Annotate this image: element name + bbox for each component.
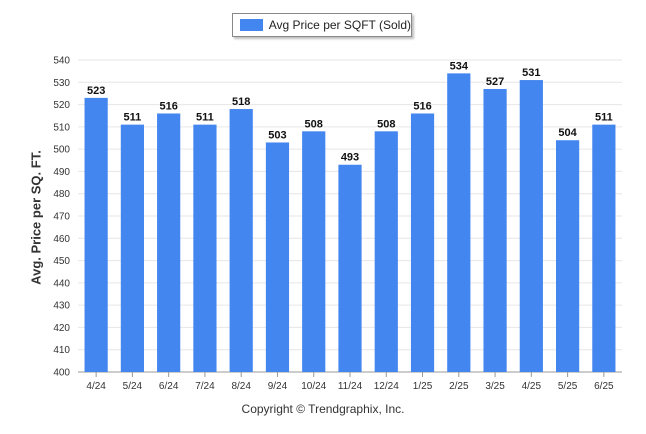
data-label: 511 [196, 112, 214, 124]
y-tick-label: 530 [53, 78, 70, 89]
data-label: 508 [305, 118, 323, 130]
y-tick-label: 460 [53, 234, 70, 245]
legend-label: Avg Price per SQFT (Sold) [268, 18, 411, 32]
bar [410, 113, 435, 372]
chart-legend: Avg Price per SQFT (Sold) [232, 13, 412, 37]
bar [555, 140, 580, 372]
bar [157, 113, 181, 372]
y-tick-label: 510 [53, 122, 70, 133]
bar [229, 109, 253, 373]
bar [338, 164, 362, 372]
bar [193, 124, 217, 372]
bar-chart: 400 410 420 430 440 450 460 470 480 490 500 510 520 5… [53, 56, 622, 392]
data-label: 527 [486, 76, 504, 88]
y-tick-label: 490 [53, 167, 70, 178]
y-tick-label: 540 [53, 56, 70, 67]
y-tick-label: 420 [53, 323, 70, 334]
data-label: 503 [268, 129, 286, 141]
data-label: 516 [159, 100, 177, 112]
bar [302, 131, 326, 372]
bar [483, 88, 507, 372]
data-label: 493 [341, 152, 359, 164]
data-label: 504 [558, 127, 577, 139]
x-tick-label: 12/24 [374, 381, 399, 392]
x-tick-label: 2/25 [449, 381, 469, 392]
x-tick-label: 5/25 [558, 381, 578, 392]
x-tick-label: 10/24 [301, 381, 326, 392]
bar [592, 124, 616, 372]
x-tick-label: 11/24 [338, 381, 363, 392]
data-label: 523 [87, 85, 105, 97]
bar [374, 131, 398, 372]
y-tick-label: 440 [53, 278, 70, 289]
y-tick-label: 450 [53, 256, 70, 267]
x-tick-label: 4/24 [86, 381, 106, 392]
x-tick-label: 3/25 [485, 381, 505, 392]
data-label: 516 [413, 100, 431, 112]
data-label: 508 [377, 118, 395, 130]
x-tick-label: 6/25 [594, 381, 614, 392]
bar [120, 124, 145, 372]
y-tick-label: 400 [53, 368, 70, 379]
x-tick-label: 9/24 [268, 381, 288, 392]
x-tick-label: 7/24 [195, 381, 215, 392]
y-tick-label: 500 [53, 145, 70, 156]
data-label: 531 [522, 67, 540, 79]
data-label: 511 [595, 112, 613, 124]
bar [265, 142, 290, 372]
y-tick-label: 430 [53, 301, 70, 312]
y-tick-label: 520 [53, 100, 70, 111]
y-tick-label: 480 [53, 189, 70, 200]
x-tick-label: 5/24 [123, 381, 143, 392]
y-tick-label: 470 [53, 212, 70, 223]
bar [447, 73, 471, 372]
y-tick-label: 410 [53, 345, 70, 356]
copyright-text: Copyright © Trendgraphix, Inc. [241, 402, 405, 416]
x-tick-label: 6/24 [159, 381, 179, 392]
x-tick-label: 4/25 [522, 381, 542, 392]
bar [84, 97, 108, 372]
x-tick-label: 1/25 [413, 381, 433, 392]
data-label: 534 [450, 60, 469, 72]
data-label: 511 [124, 112, 142, 124]
bar [519, 80, 543, 373]
x-tick-label: 8/24 [231, 381, 251, 392]
legend-swatch [240, 19, 263, 31]
data-label: 518 [232, 96, 250, 108]
